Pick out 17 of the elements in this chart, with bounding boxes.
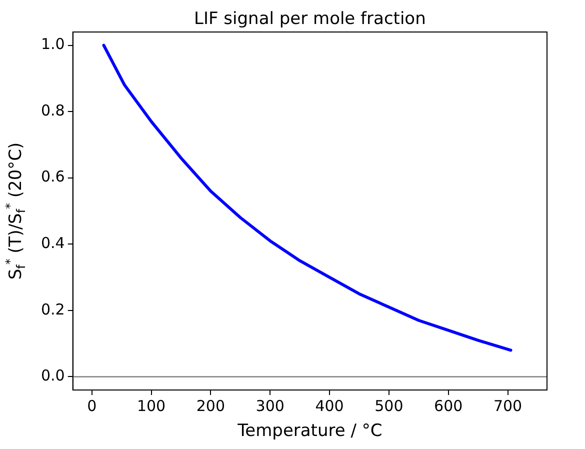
x-tick-label: 500 [374,396,404,415]
y-tick-label: 0.2 [40,300,65,318]
x-tick-label: 400 [315,396,344,415]
y-tick-label: 0.0 [40,366,65,385]
x-tick-label: 600 [434,396,463,415]
y-tick-label: 1.0 [40,35,65,54]
x-tick-label: 0 [87,396,97,415]
x-tick-label: 100 [136,396,166,415]
x-axis-title: Temperature / °C [236,421,382,441]
y-tick-label: 0.8 [40,101,65,120]
y-axis-title: Sf* (T)/Sf* (20°C) [3,142,28,280]
y-tick-label: 0.4 [40,234,65,252]
x-tick-label: 700 [493,396,522,415]
chart-title: LIF signal per mole fraction [194,9,426,29]
y-tick-label: 0.6 [40,168,65,186]
x-tick-label: 300 [256,396,284,415]
x-tick-label: 200 [196,396,226,415]
